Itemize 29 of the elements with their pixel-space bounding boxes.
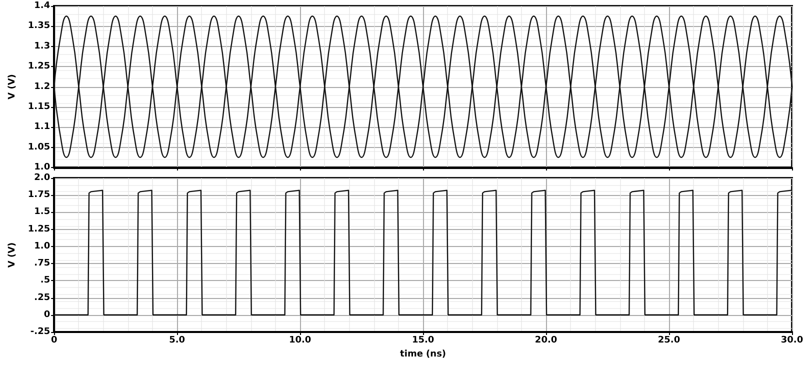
x-axis-title: time (ns) xyxy=(400,349,446,360)
x-tick-label: 0 xyxy=(50,336,58,346)
y-tick-label: 1.75 xyxy=(28,190,50,200)
y-tick-label: 1.4 xyxy=(34,1,50,11)
y-tick-label: 0 xyxy=(44,310,50,320)
x-tick-label: 15.0 xyxy=(412,336,434,346)
y-tick-label: .25 xyxy=(34,292,50,303)
y-tick-label: 1.25 xyxy=(28,224,50,234)
x-tick-label: 30.0 xyxy=(780,336,804,346)
y-tick-label: .5 xyxy=(40,276,50,286)
x-tick-label: 10.0 xyxy=(288,336,312,346)
y-tick-label: 1.05 xyxy=(28,142,50,152)
y-tick-label: .75 xyxy=(34,258,50,269)
y-tick-label: 1.35 xyxy=(28,21,50,32)
x-tick-label: 25.0 xyxy=(658,336,680,346)
x-tick-label: 5.0 xyxy=(169,336,186,346)
y-tick-label: 1.0 xyxy=(34,162,50,172)
y-tick-label: 1.0 xyxy=(34,241,50,252)
y-tick-label: -.25 xyxy=(30,327,50,337)
y-axis-title: V (V) xyxy=(8,242,18,268)
y-tick-label: 1.3 xyxy=(34,41,50,52)
y-tick-label: 1.15 xyxy=(28,102,50,112)
y-tick-label: 1.2 xyxy=(34,82,50,92)
y-tick-label: 2.0 xyxy=(34,173,50,183)
y-tick-label: 1.25 xyxy=(28,62,50,72)
x-tick-label: 20.0 xyxy=(534,336,558,346)
y-tick-label: 1.5 xyxy=(34,207,50,218)
y-axis-title: V (V) xyxy=(8,74,18,100)
y-tick-label: 1.1 xyxy=(34,122,50,132)
